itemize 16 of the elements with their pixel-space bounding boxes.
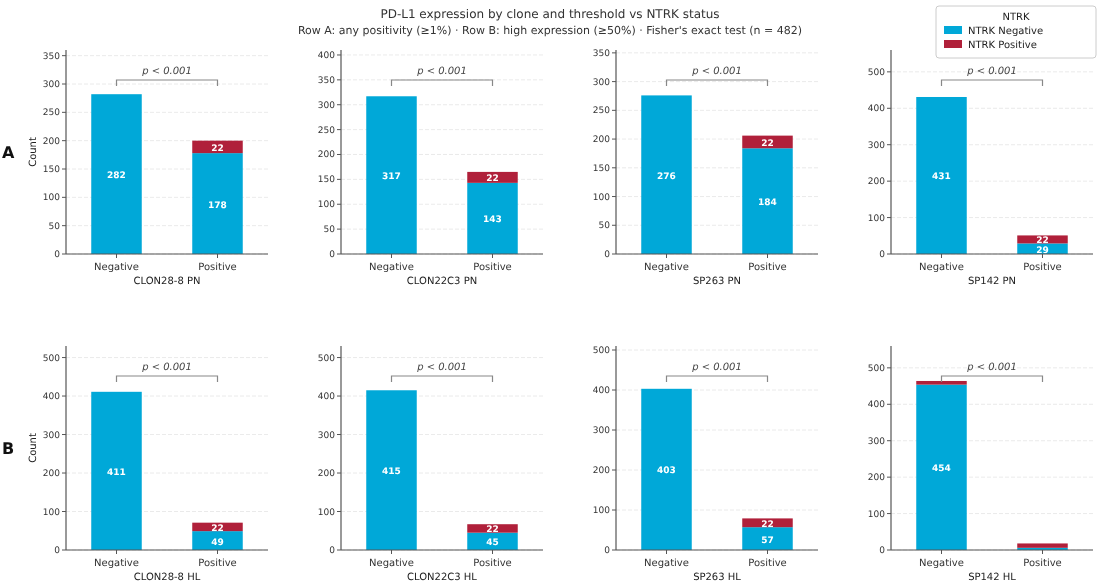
bar	[91, 94, 142, 254]
bar	[742, 527, 793, 550]
bar	[366, 96, 417, 254]
bar	[641, 388, 692, 550]
bar	[467, 182, 518, 254]
bar	[192, 153, 243, 254]
text: A	[2, 144, 16, 162]
bar	[467, 171, 518, 183]
bar	[641, 95, 692, 254]
bar	[366, 390, 417, 550]
bar	[467, 524, 518, 533]
text: B	[2, 440, 15, 458]
bar	[91, 391, 142, 550]
bar	[742, 148, 793, 254]
bar	[916, 384, 967, 550]
bar	[916, 96, 967, 254]
